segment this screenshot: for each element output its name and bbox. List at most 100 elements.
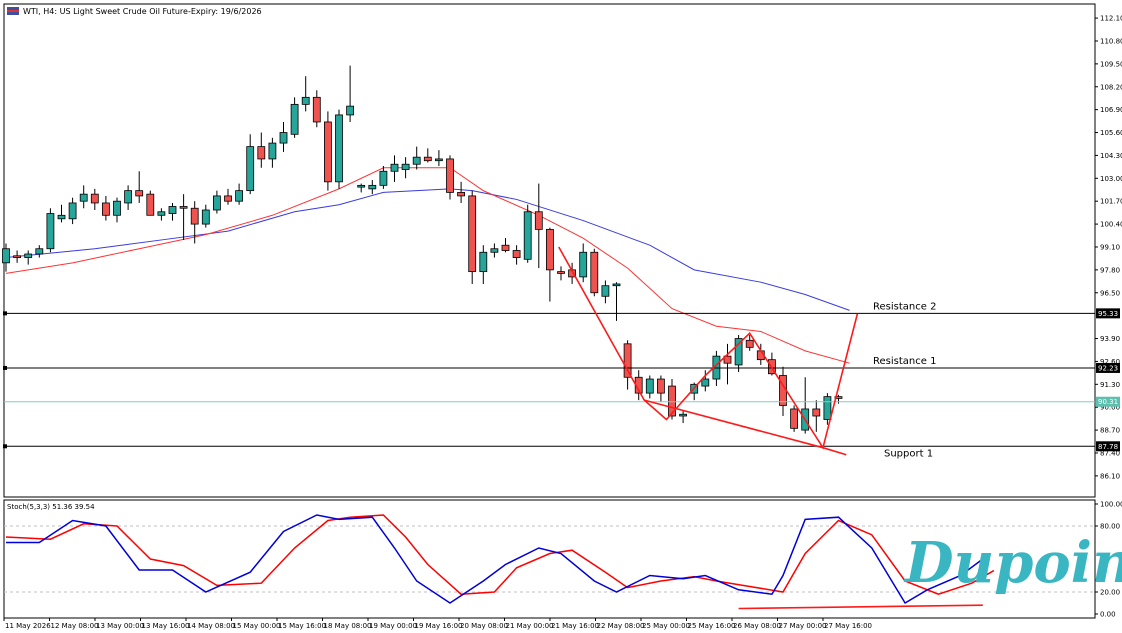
bear-candle-body xyxy=(90,193,99,204)
bear-candle-body xyxy=(623,343,632,378)
candle xyxy=(745,335,754,351)
candle xyxy=(312,90,321,128)
price-tick-label: 104.30 xyxy=(1100,152,1122,160)
candlesticks xyxy=(2,65,843,434)
bear-candle-body xyxy=(446,158,454,193)
level-label: Support 1 xyxy=(884,448,933,459)
candle xyxy=(168,202,177,221)
candle xyxy=(390,155,399,182)
candle xyxy=(645,375,654,399)
level-anchor[interactable] xyxy=(3,365,7,370)
candle xyxy=(679,410,687,424)
level-anchor[interactable] xyxy=(3,311,7,316)
stochastic-divergence-line xyxy=(738,604,983,610)
bull-candle-body xyxy=(645,378,654,394)
candle xyxy=(279,121,288,152)
time-tick-label: 20 May 08:00 xyxy=(460,622,508,630)
time-tick-label: 21 May 16:00 xyxy=(551,622,599,630)
pattern-lines xyxy=(558,246,859,456)
bull-candle-body xyxy=(79,193,88,202)
bull-candle-body xyxy=(379,170,388,186)
bear-candle-body xyxy=(790,408,798,429)
candle xyxy=(79,185,88,209)
bear-candle-body xyxy=(102,202,110,216)
candle xyxy=(379,165,388,189)
price-tick-label: 92.60 xyxy=(1100,358,1120,366)
candle xyxy=(434,150,443,166)
bear-candle-body xyxy=(834,396,843,399)
time-tick-label: 12 May 08:00 xyxy=(51,622,99,630)
candle xyxy=(212,190,221,214)
level-price-tag xyxy=(1096,441,1120,452)
price-axis: 112.10 110.80 109.50 108.20 106.90 105.60 104.… xyxy=(1095,15,1122,480)
bull-candle-body xyxy=(268,142,277,160)
candle xyxy=(346,65,355,122)
stochastic-tick-label: 0.00 xyxy=(1100,611,1116,619)
bull-candle-body xyxy=(24,253,33,258)
price-tick-label: 91.30 xyxy=(1100,381,1120,389)
bull-candle-body xyxy=(2,248,10,264)
bull-candle-body xyxy=(157,211,166,216)
bull-candle-body xyxy=(57,214,66,220)
candle xyxy=(612,282,621,321)
candle xyxy=(335,109,343,189)
brand-logo: Dupoin xyxy=(903,530,1122,596)
price-tick-label: 90.00 xyxy=(1100,404,1120,412)
candle xyxy=(90,188,99,211)
bull-candle-body xyxy=(434,158,443,162)
stochastic-signal-line xyxy=(5,514,995,595)
time-tick-label: 11 May 2026 xyxy=(5,622,51,630)
bull-candle-body xyxy=(46,213,55,250)
candle xyxy=(35,245,44,258)
candle xyxy=(534,183,543,269)
bear-candle-body xyxy=(501,244,510,251)
time-tick-label: 19 May 00:00 xyxy=(369,622,417,630)
candle xyxy=(146,190,155,216)
stochastic-oscillator: Stoch(5,3,3) 51.36 39.54 100.00 80.00 20.0… xyxy=(4,501,1122,619)
candle xyxy=(257,132,266,168)
current-price-tag-text: 90.31 xyxy=(1098,398,1118,406)
horizontal-levels[interactable]: Resistance 2 95.33 Resistance 1 92.23 Suppor… xyxy=(3,301,1120,459)
bull-candle-body xyxy=(113,200,121,216)
level-price-tag xyxy=(1096,362,1120,373)
level-price-tag-text: 92.23 xyxy=(1098,364,1118,372)
price-tick-label: 101.70 xyxy=(1100,198,1122,206)
bull-candle-body xyxy=(823,396,832,420)
time-tick-label: 13 May 00:00 xyxy=(96,622,144,630)
candle xyxy=(657,375,665,402)
candle xyxy=(2,243,10,272)
bear-candle-body xyxy=(657,378,665,394)
candle xyxy=(113,197,121,223)
pattern-line xyxy=(644,399,824,449)
time-tick-label: 26 May 08:00 xyxy=(733,622,781,630)
bear-candle-body xyxy=(423,156,432,162)
price-tick-label: 110.80 xyxy=(1100,37,1122,45)
bear-candle-body xyxy=(534,211,543,230)
candle xyxy=(501,238,510,253)
candle xyxy=(179,194,188,240)
candle xyxy=(546,227,554,302)
level-label: Resistance 1 xyxy=(873,356,936,367)
price-tick-label: 109.50 xyxy=(1100,60,1122,68)
pattern-line xyxy=(822,446,847,456)
bull-candle-body xyxy=(68,202,77,220)
time-tick-label: 27 May 16:00 xyxy=(824,622,872,630)
bull-candle-body xyxy=(679,413,687,417)
bear-candle-body xyxy=(312,96,321,123)
level-anchor[interactable] xyxy=(3,444,7,449)
candle xyxy=(235,183,244,205)
candle xyxy=(790,405,798,432)
bear-candle-body xyxy=(457,191,466,197)
price-tick-label: 108.20 xyxy=(1100,83,1122,91)
bull-candle-body xyxy=(35,248,44,255)
candle xyxy=(301,76,310,112)
price-tick-label: 112.10 xyxy=(1100,15,1122,23)
price-tick-label: 86.10 xyxy=(1100,472,1120,480)
time-tick-label: 18 May 08:00 xyxy=(324,622,372,630)
bull-candle-body xyxy=(579,251,588,278)
price-tick-label: 87.40 xyxy=(1100,449,1120,457)
time-tick-label: 22 May 08:00 xyxy=(597,622,645,630)
time-tick-label: 15 May 00:00 xyxy=(233,622,281,630)
price-tick-label: 106.90 xyxy=(1100,106,1122,114)
